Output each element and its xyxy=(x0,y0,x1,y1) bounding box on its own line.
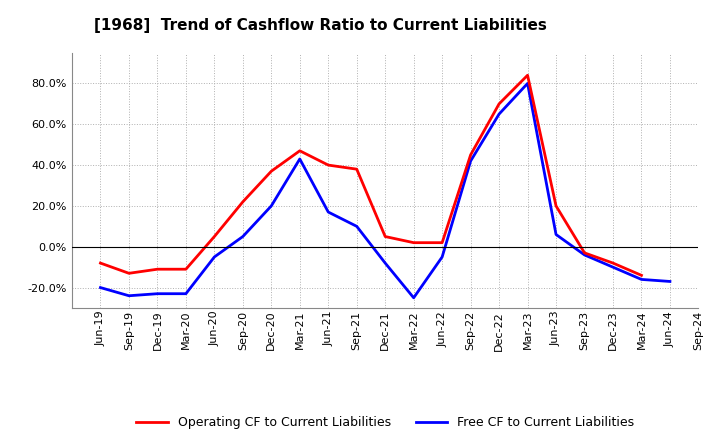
Free CF to Current Liabilities xyxy=(210,254,219,260)
Free CF to Current Liabilities xyxy=(438,254,446,260)
Free CF to Current Liabilities xyxy=(552,232,560,237)
Free CF to Current Liabilities xyxy=(608,264,617,270)
Operating CF to Current Liabilities xyxy=(523,73,532,78)
Operating CF to Current Liabilities xyxy=(96,260,105,266)
Free CF to Current Liabilities xyxy=(238,234,247,239)
Operating CF to Current Liabilities xyxy=(552,203,560,209)
Operating CF to Current Liabilities xyxy=(410,240,418,246)
Free CF to Current Liabilities xyxy=(324,209,333,215)
Free CF to Current Liabilities xyxy=(181,291,190,297)
Free CF to Current Liabilities xyxy=(580,252,589,257)
Free CF to Current Liabilities xyxy=(410,295,418,301)
Operating CF to Current Liabilities xyxy=(267,169,276,174)
Operating CF to Current Liabilities xyxy=(324,162,333,168)
Free CF to Current Liabilities xyxy=(153,291,162,297)
Free CF to Current Liabilities xyxy=(125,293,133,298)
Operating CF to Current Liabilities xyxy=(295,148,304,154)
Operating CF to Current Liabilities xyxy=(381,234,390,239)
Text: [1968]  Trend of Cashflow Ratio to Current Liabilities: [1968] Trend of Cashflow Ratio to Curren… xyxy=(94,18,546,33)
Free CF to Current Liabilities xyxy=(381,260,390,266)
Operating CF to Current Liabilities xyxy=(238,199,247,205)
Free CF to Current Liabilities xyxy=(352,224,361,229)
Operating CF to Current Liabilities xyxy=(181,267,190,272)
Free CF to Current Liabilities xyxy=(96,285,105,290)
Operating CF to Current Liabilities xyxy=(438,240,446,246)
Free CF to Current Liabilities xyxy=(467,158,475,164)
Line: Free CF to Current Liabilities: Free CF to Current Liabilities xyxy=(101,84,670,298)
Operating CF to Current Liabilities xyxy=(637,273,646,278)
Free CF to Current Liabilities xyxy=(267,203,276,209)
Operating CF to Current Liabilities xyxy=(153,267,162,272)
Operating CF to Current Liabilities xyxy=(352,166,361,172)
Operating CF to Current Liabilities xyxy=(495,101,503,106)
Operating CF to Current Liabilities xyxy=(125,271,133,276)
Free CF to Current Liabilities xyxy=(637,277,646,282)
Operating CF to Current Liabilities xyxy=(580,250,589,256)
Operating CF to Current Liabilities xyxy=(210,234,219,239)
Free CF to Current Liabilities xyxy=(295,156,304,161)
Operating CF to Current Liabilities xyxy=(608,260,617,266)
Operating CF to Current Liabilities xyxy=(467,152,475,158)
Line: Operating CF to Current Liabilities: Operating CF to Current Liabilities xyxy=(101,75,642,275)
Free CF to Current Liabilities xyxy=(665,279,674,284)
Free CF to Current Liabilities xyxy=(523,81,532,86)
Legend: Operating CF to Current Liabilities, Free CF to Current Liabilities: Operating CF to Current Liabilities, Fre… xyxy=(131,411,639,434)
Free CF to Current Liabilities xyxy=(495,111,503,117)
